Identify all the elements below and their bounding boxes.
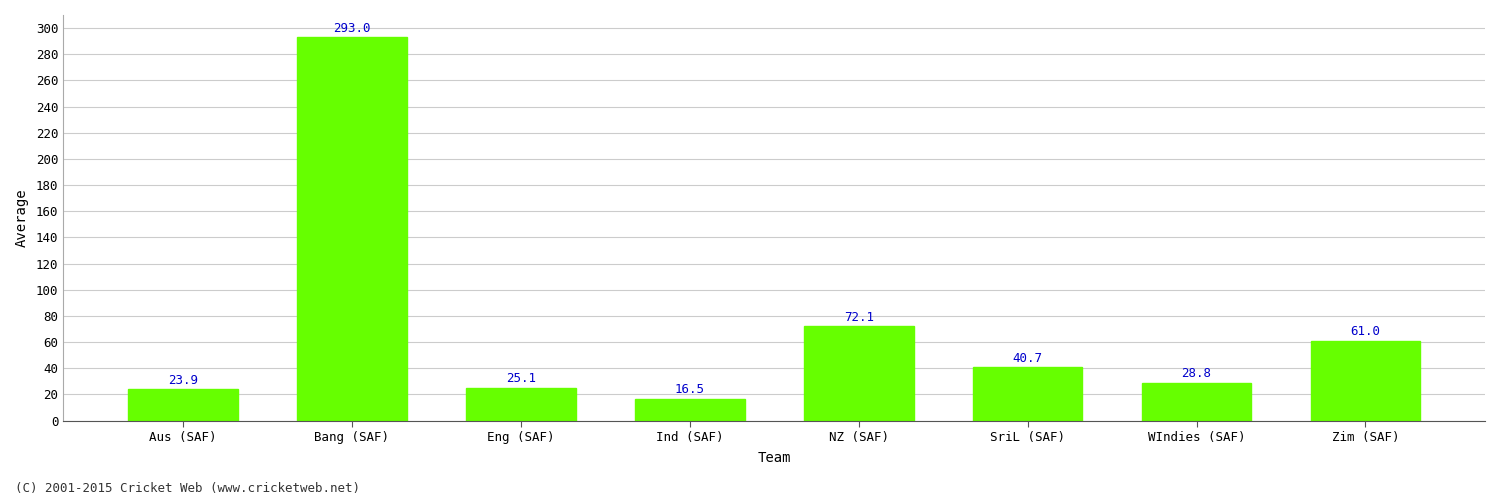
Text: 61.0: 61.0 [1350,325,1380,338]
Bar [804,326,913,420]
Text: 28.8: 28.8 [1182,368,1212,380]
Text: 25.1: 25.1 [506,372,536,385]
Text: 293.0: 293.0 [333,22,370,35]
X-axis label: Team: Team [758,451,790,465]
Text: 72.1: 72.1 [843,310,873,324]
Bar [1142,383,1251,420]
Bar [297,37,406,420]
Bar [128,390,237,420]
Y-axis label: Average: Average [15,188,28,247]
Text: 40.7: 40.7 [1013,352,1042,365]
Text: 23.9: 23.9 [168,374,198,386]
Bar [972,368,1083,420]
Bar [466,388,576,420]
Text: (C) 2001-2015 Cricket Web (www.cricketweb.net): (C) 2001-2015 Cricket Web (www.cricketwe… [15,482,360,495]
Bar [634,399,744,420]
Text: 16.5: 16.5 [675,384,705,396]
Bar [1311,341,1420,420]
